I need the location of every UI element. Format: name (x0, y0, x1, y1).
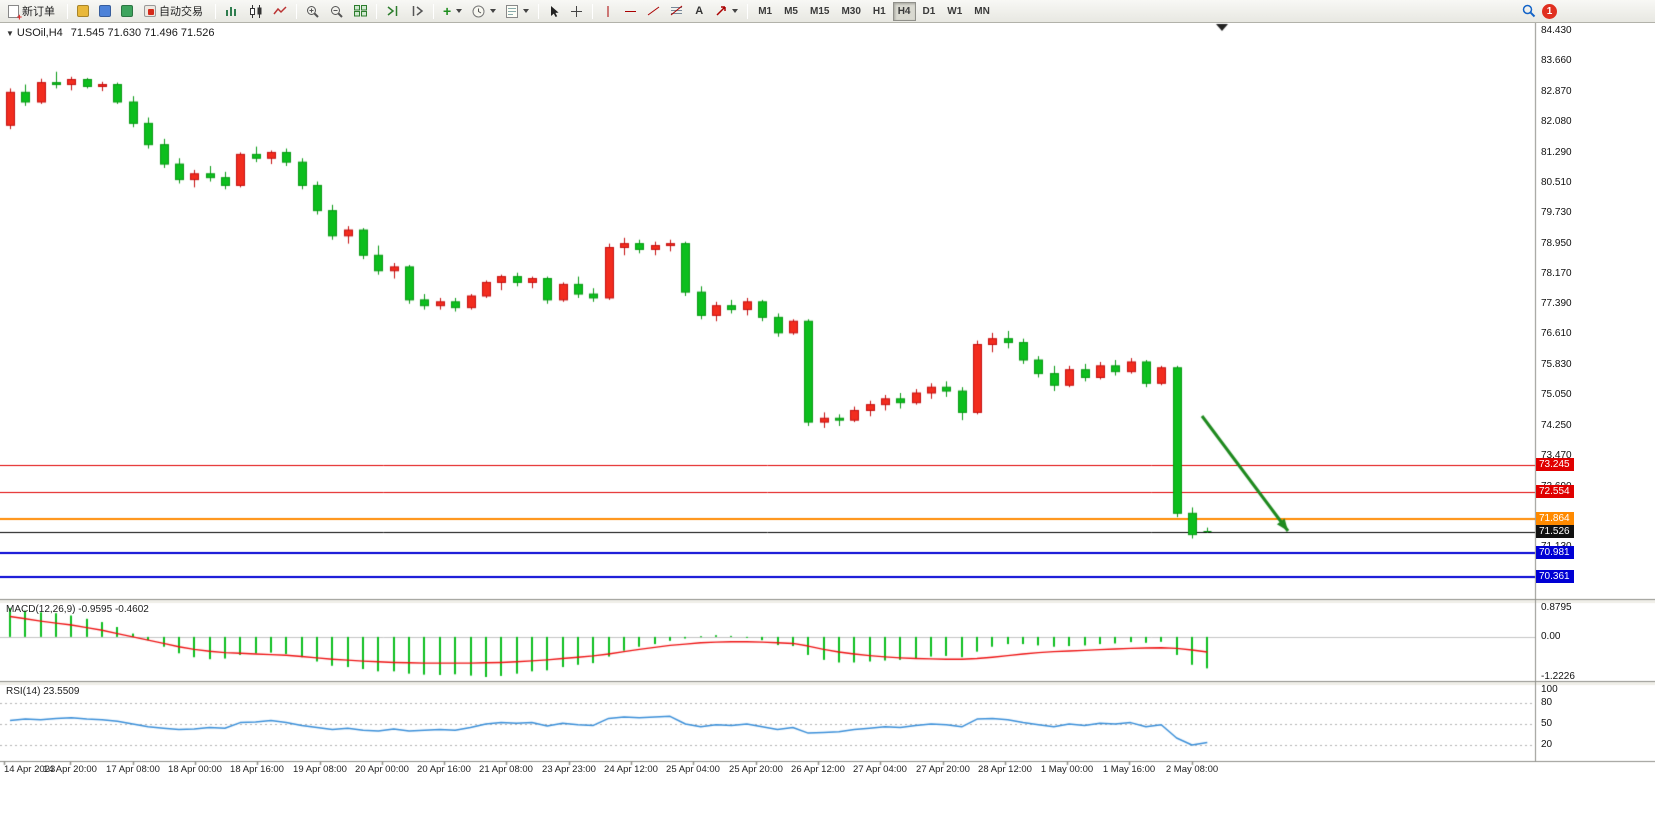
chart-header: ▼ USOil,H4 71.545 71.630 71.496 71.526 (6, 27, 215, 39)
scroll-group (382, 2, 428, 21)
new-order-label: 新订单 (22, 6, 55, 18)
bar-chart-icon[interactable] (221, 2, 243, 21)
fibonacci-icon[interactable] (666, 2, 687, 21)
toolbar-separator (296, 3, 297, 19)
toolbar-separator (538, 3, 540, 19)
timeframe-group: M1 M5 M15 M30 H1 H4 D1 W1 MN (753, 1, 995, 21)
zoom-group (302, 2, 371, 21)
trendline-icon[interactable] (643, 2, 664, 21)
macd-label: MACD(12,26,9) -0.9595 -0.4602 (6, 604, 149, 615)
timeframe-m5-button[interactable]: M5 (779, 2, 803, 21)
vertical-line-icon[interactable] (598, 2, 618, 21)
zoom-out-icon[interactable] (326, 2, 348, 21)
toolbar-separator (376, 3, 377, 19)
timeframe-m15-button[interactable]: M15 (805, 2, 834, 21)
timeframe-m30-button[interactable]: M30 (836, 2, 865, 21)
timeframe-h1-button[interactable]: H1 (868, 2, 891, 21)
drawing-tools-group: A (598, 2, 742, 21)
timeframe-mn-button[interactable]: MN (969, 2, 995, 21)
rsi-label: RSI(14) 23.5509 (6, 686, 80, 697)
new-order-icon (8, 4, 22, 22)
periods-icon[interactable] (468, 2, 500, 21)
symbol-period-label: USOil,H4 (16, 27, 63, 39)
chevron-down-icon[interactable]: ▼ (6, 29, 14, 38)
autotrading-label: 自动交易 (159, 6, 203, 18)
cursor-icon[interactable] (544, 2, 564, 21)
candlestick-chart-icon[interactable] (245, 2, 267, 21)
toolbar-separator (433, 3, 434, 19)
line-chart-icon[interactable] (269, 2, 291, 21)
chart-type-group (221, 2, 291, 21)
crosshair-icon[interactable] (566, 2, 587, 21)
charts-icon[interactable] (73, 2, 93, 21)
timeframe-d1-button[interactable]: D1 (918, 2, 941, 21)
timeframe-h4-button[interactable]: H4 (892, 1, 916, 21)
toolbar-separator (747, 3, 749, 19)
autotrading-icon (144, 5, 156, 17)
notification-badge[interactable]: 1 (1542, 3, 1557, 19)
timeframe-w1-button[interactable]: W1 (942, 2, 967, 21)
indicators-group: + (439, 2, 533, 21)
horizontal-line-icon[interactable] (620, 2, 641, 21)
timeframe-m1-button[interactable]: M1 (753, 2, 777, 21)
toolbar-separator (67, 3, 68, 19)
navigator-icon[interactable] (117, 2, 137, 21)
tile-windows-icon[interactable] (350, 2, 371, 21)
zoom-in-icon[interactable] (302, 2, 324, 21)
new-order-button[interactable]: 新订单 (3, 2, 62, 22)
arrows-icon[interactable] (711, 2, 742, 21)
toolbar-separator (592, 3, 594, 19)
indicators-icon[interactable]: + (439, 2, 466, 21)
autotrading-button[interactable]: 自动交易 (139, 2, 210, 21)
text-icon[interactable]: A (689, 2, 709, 21)
search-icon[interactable] (1518, 2, 1540, 21)
chevron-down-icon (456, 9, 463, 13)
chevron-down-icon (490, 9, 497, 13)
cursor-group (544, 2, 587, 21)
window-icons-group (73, 2, 137, 21)
templates-icon[interactable] (502, 2, 533, 21)
toolbar-separator (215, 3, 216, 19)
auto-scroll-icon[interactable] (382, 2, 404, 21)
chevron-down-icon (523, 9, 530, 13)
chevron-down-icon (732, 9, 739, 13)
ohlc-values: 71.545 71.630 71.496 71.526 (70, 27, 215, 39)
chart-shift-icon[interactable] (406, 2, 428, 21)
market-watch-icon[interactable] (95, 2, 115, 21)
